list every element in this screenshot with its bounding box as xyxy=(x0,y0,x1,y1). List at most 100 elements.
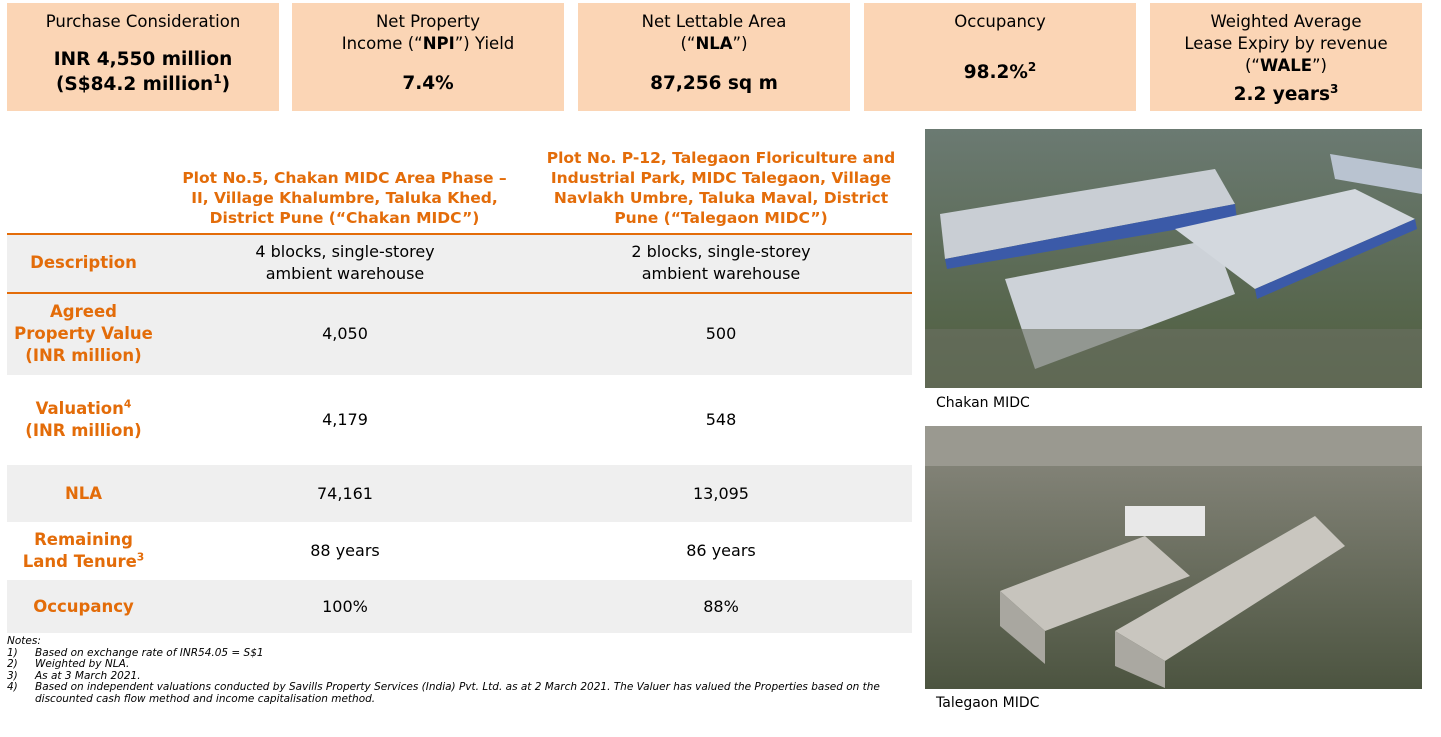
note: 1) Based on exchange rate of INR54.05 = S… xyxy=(7,646,917,660)
cell-text: 500 xyxy=(705,323,737,343)
text-run: NLA xyxy=(64,483,103,503)
kpi-value: 98.2%2 xyxy=(964,33,1037,111)
cell-text: 100% xyxy=(322,596,368,616)
table-row: Remaining Land Tenure3 88 years 86 years xyxy=(7,522,912,580)
text-run: NPI xyxy=(422,34,455,53)
table-cell: 548 xyxy=(530,409,912,431)
table-cell: 4,179 xyxy=(160,409,530,431)
kpi-value: 87,256 sq m xyxy=(650,55,778,111)
notes-heading: Notes: xyxy=(7,635,41,647)
superscript: 4 xyxy=(123,397,132,411)
rule xyxy=(7,233,912,235)
kpi-box: Weighted Average Lease Expiry by revenue (… xyxy=(1150,3,1422,111)
row-label: Remaining Land Tenure3 xyxy=(7,529,160,573)
text-run: Description xyxy=(30,252,137,272)
kpi-label: Weighted Average Lease Expiry by revenue (… xyxy=(1184,11,1387,77)
notes: Notes: 1) Based on exchange rate of INR54.… xyxy=(7,635,917,705)
text-run: Occupancy xyxy=(33,596,134,616)
row-label: NLA xyxy=(7,483,160,505)
column-header: Plot No.5, Chakan MIDC Area Phase – II, … xyxy=(172,136,517,228)
note-marker: 2) xyxy=(7,658,18,670)
value-line: INR 4,550 million xyxy=(54,47,233,72)
photo-chakan xyxy=(925,129,1422,388)
text-run: Occupancy xyxy=(954,12,1046,31)
label-line: (“WALE”) xyxy=(1184,55,1387,77)
table-cell: 500 xyxy=(530,323,912,345)
note-text: Based on independent valuations conducte… xyxy=(35,681,880,705)
value-line: 2.2 years3 xyxy=(1234,82,1339,107)
photo-talegaon xyxy=(925,426,1422,689)
note: 3) As at 3 March 2021. xyxy=(7,669,917,683)
row-label-text: Description xyxy=(30,252,137,274)
value-line: 7.4% xyxy=(402,71,453,96)
photo-caption: Talegaon MIDC xyxy=(936,695,1040,711)
column-header: Plot No. P-12, Talegaon Floriculture and… xyxy=(537,136,905,228)
label-line: Net Property xyxy=(342,11,515,33)
text-run: (“ xyxy=(1244,56,1260,75)
kpi-box: Net Property Income (“NPI”) Yield 7.4% xyxy=(292,3,564,111)
table-cell: 4 blocks, single-storey ambient warehous… xyxy=(160,241,530,285)
label-line: (“NLA”) xyxy=(642,33,787,55)
row-label: Valuation4 (INR million) xyxy=(7,398,160,442)
label-line: Lease Expiry by revenue xyxy=(1184,33,1387,55)
cell-text: 2 blocks, single-storey ambient warehous… xyxy=(631,241,811,283)
table-cell: 4,050 xyxy=(160,323,530,345)
label-line: Income (“NPI”) Yield xyxy=(342,33,515,55)
text-run: 7.4% xyxy=(402,72,454,94)
kpi-value: INR 4,550 million (S$84.2 million1) xyxy=(54,33,233,111)
text-run: Remaining Land Tenure xyxy=(22,530,137,571)
note-marker: 3) xyxy=(7,669,18,682)
note-marker: 4) xyxy=(7,681,18,693)
cell-text: 4,050 xyxy=(322,323,368,343)
text-run: 98.2% xyxy=(963,61,1028,83)
text-run: (INR million) xyxy=(25,421,142,440)
cell-text: 548 xyxy=(705,410,737,429)
note-text: As at 3 March 2021. xyxy=(35,669,141,682)
text-run: NLA xyxy=(695,34,733,53)
row-label: Agreed Property Value (INR million) xyxy=(7,301,160,367)
table-row: Occupancy 100% 88% xyxy=(7,580,912,633)
text-run: Purchase Consideration xyxy=(45,12,241,31)
text-run: Weighted Average xyxy=(1210,12,1362,31)
note-text: Based on exchange rate of INR54.05 = S$1 xyxy=(35,646,264,659)
kpi-label: Occupancy xyxy=(954,11,1045,33)
row-label-text: Valuation4 (INR million) xyxy=(14,398,154,442)
photo-caption: Chakan MIDC xyxy=(936,395,1030,411)
table-cell: 88 years xyxy=(160,540,530,562)
label-line: Net Lettable Area xyxy=(642,11,787,33)
text-run: Net Lettable Area xyxy=(641,12,787,31)
cell-text: 13,095 xyxy=(693,483,749,503)
table-cell: 2 blocks, single-storey ambient warehous… xyxy=(530,241,912,285)
kpi-value: 7.4% xyxy=(402,55,453,111)
row-label-text: Agreed Property Value (INR million) xyxy=(14,301,154,367)
text-run: WALE xyxy=(1259,56,1312,75)
kpi-label: Net Lettable Area (“NLA”) xyxy=(642,11,787,55)
row-label-text: Occupancy xyxy=(33,596,134,618)
text-run: 2.2 years xyxy=(1233,83,1331,105)
column-header-text: Plot No.5, Chakan MIDC Area Phase – II, … xyxy=(182,169,507,227)
text-run: ”) xyxy=(732,34,748,53)
superscript: 2 xyxy=(1027,59,1037,74)
text-run: Agreed Property Value (INR million) xyxy=(14,301,153,365)
cell-text: 4 blocks, single-storey ambient warehous… xyxy=(255,241,435,283)
cell-text: 86 years xyxy=(686,541,756,560)
text-run: ”) Yield xyxy=(454,34,515,53)
note: 2) Weighted by NLA. xyxy=(7,658,917,671)
text-run: ”) xyxy=(1312,56,1327,75)
table-row: Description 4 blocks, single-storey ambie… xyxy=(7,233,912,292)
table-cell: 13,095 xyxy=(530,483,912,505)
text-run: Lease Expiry by revenue xyxy=(1184,34,1388,53)
row-label-text: Remaining Land Tenure3 xyxy=(14,529,154,573)
cell-text: 74,161 xyxy=(317,483,373,503)
table-cell: 88% xyxy=(530,596,912,618)
label-line: Weighted Average xyxy=(1184,11,1387,33)
label-line: Occupancy xyxy=(954,11,1045,33)
kpi-label: Purchase Consideration xyxy=(46,11,241,33)
text-run: 87,256 sq m xyxy=(650,72,778,94)
note: 4) Based on independent valuations conduc… xyxy=(7,681,917,705)
table-cell: 100% xyxy=(160,596,530,618)
text-run: (“ xyxy=(680,34,696,53)
text-run: Net Property xyxy=(375,12,480,31)
superscript: 3 xyxy=(136,550,145,564)
